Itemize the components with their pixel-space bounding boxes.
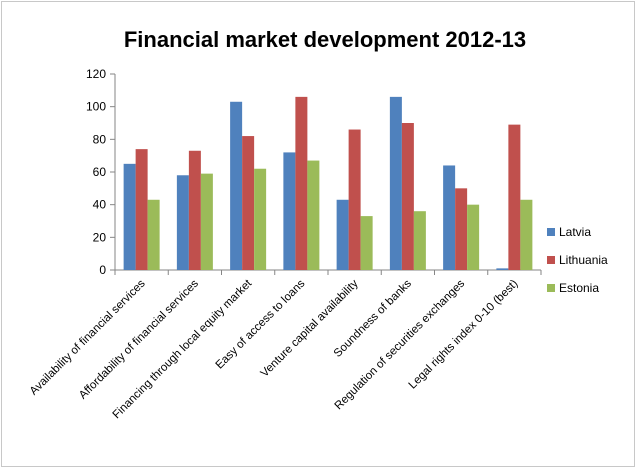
bar-estonia	[467, 204, 480, 270]
bar-latvia	[443, 165, 456, 270]
legend: Latvia Lithuania Estonia	[547, 225, 608, 295]
bar-estonia	[307, 160, 320, 270]
y-tick-label: 80	[93, 132, 107, 146]
bars	[123, 96, 533, 271]
bar-lithuania	[455, 188, 468, 270]
x-category-label: Availability of financial services	[28, 277, 148, 397]
y-tick-label: 60	[93, 165, 107, 179]
y-tick-label: 0	[99, 263, 106, 277]
bar-estonia	[520, 199, 533, 270]
x-category-label: Easy of access to loans	[214, 277, 308, 371]
bar-estonia	[413, 211, 426, 270]
bar-latvia	[336, 199, 349, 270]
x-category-label: Venture capital availability	[259, 277, 361, 379]
bar-lithuania	[135, 149, 148, 270]
y-tick-label: 40	[93, 198, 107, 212]
legend-swatch-lithuania	[547, 256, 555, 264]
bar-lithuania	[188, 150, 201, 270]
x-category-label: Legal rights index 0-10 (best)	[407, 278, 521, 392]
y-tick-label: 20	[93, 230, 107, 244]
legend-label-estonia: Estonia	[559, 281, 599, 295]
bar-estonia	[147, 199, 160, 270]
bar-lithuania	[242, 136, 255, 270]
chart-title: Financial market development 2012-13	[124, 27, 526, 52]
bar-lithuania	[295, 96, 308, 270]
bar-latvia	[176, 175, 189, 270]
legend-label-latvia: Latvia	[559, 225, 591, 239]
legend-swatch-latvia	[547, 228, 555, 236]
legend-label-lithuania: Lithuania	[559, 253, 608, 267]
bar-estonia	[254, 168, 267, 270]
legend-swatch-estonia	[547, 284, 555, 292]
category-labels: Availability of financial servicesAfford…	[28, 277, 521, 421]
bar-estonia	[200, 173, 213, 270]
bar-estonia	[360, 216, 373, 270]
bar-latvia	[496, 268, 509, 270]
bar-latvia	[123, 163, 136, 270]
bar-latvia	[283, 152, 296, 270]
bar-latvia	[230, 101, 243, 271]
bar-lithuania	[348, 129, 361, 270]
y-tick-label: 120	[86, 67, 106, 81]
bar-lithuania	[401, 123, 414, 270]
bar-lithuania	[508, 124, 521, 270]
y-tick-label: 100	[86, 100, 106, 114]
bar-latvia	[389, 96, 402, 270]
